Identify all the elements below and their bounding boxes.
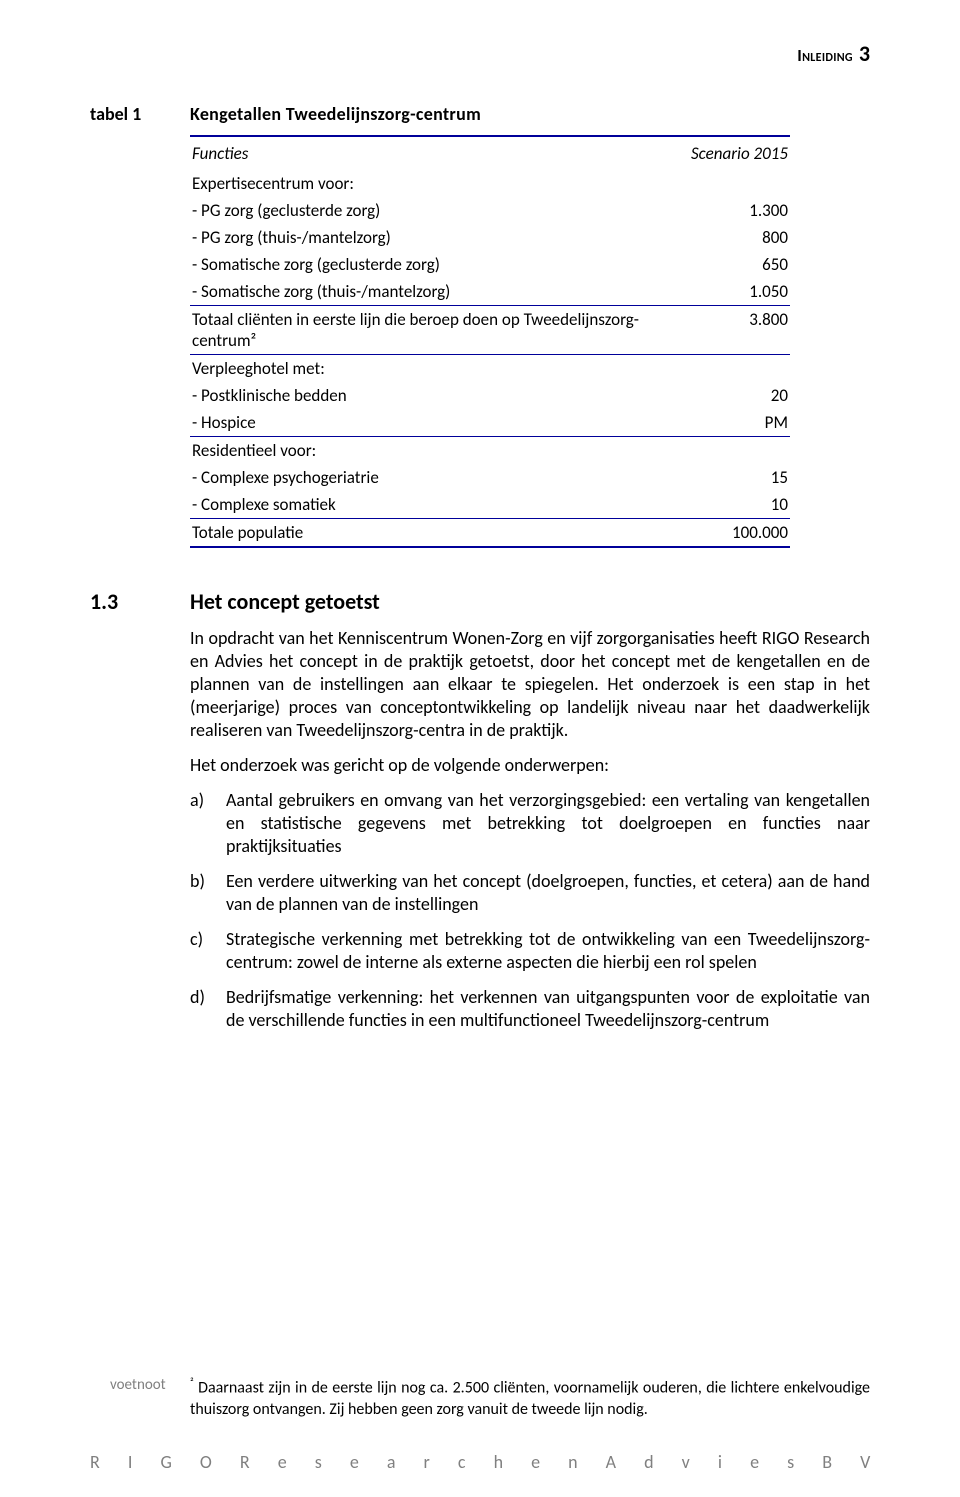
- table-cell-value: 3.800: [670, 309, 790, 330]
- table-row: - PG zorg (thuis-/mantelzorg)800: [190, 224, 790, 251]
- table-cell-label: - Complexe somatiek: [190, 494, 670, 515]
- col-header-scenario: Scenario 2015: [670, 143, 790, 164]
- footnote-text: ² Daarnaast zijn in de eerste lijn nog c…: [190, 1376, 870, 1421]
- table-cell-label: - Somatische zorg (geclusterde zorg): [190, 254, 670, 275]
- footnote-side-label: voetnoot: [110, 1376, 166, 1394]
- section-number: 1.3: [90, 588, 190, 615]
- table-row: - Complexe psychogeriatrie15: [190, 464, 790, 491]
- page-header: Inleiding 3: [90, 40, 870, 67]
- table-row: - Somatische zorg (geclusterde zorg)650: [190, 251, 790, 278]
- table-cell-label: Totaal cliënten in eerste lijn die beroe…: [190, 309, 670, 351]
- list-item: c)Strategische verkenning met betrekking…: [190, 928, 870, 974]
- table-row: - Postklinische bedden20: [190, 382, 790, 409]
- table-row: Residentieel voor:: [190, 436, 790, 464]
- page-number: 3: [859, 40, 870, 67]
- ordered-list: a)Aantal gebruikers en omvang van het ve…: [190, 789, 870, 1032]
- table-cell-label: - PG zorg (thuis-/mantelzorg): [190, 227, 670, 248]
- table-row: - Somatische zorg (thuis-/mantelzorg)1.0…: [190, 278, 790, 305]
- table-cell-label: - PG zorg (geclusterde zorg): [190, 200, 670, 221]
- list-text: Bedrijfsmatige verkenning: het verkennen…: [226, 986, 870, 1032]
- footnote-block: voetnoot ² Daarnaast zijn in de eerste l…: [90, 1376, 870, 1421]
- table-cell-value: 10: [670, 494, 790, 515]
- list-marker: b): [190, 870, 226, 916]
- table-cell-value: PM: [670, 412, 790, 433]
- table-header-row: Functies Scenario 2015: [190, 137, 790, 170]
- table-row: - Complexe somatiek10: [190, 491, 790, 518]
- section-title: Het concept getoetst: [190, 588, 380, 615]
- table-row: - PG zorg (geclusterde zorg)1.300: [190, 197, 790, 224]
- footer-org: R I G O R e s e a r c h e n A d v i e s …: [90, 1451, 870, 1473]
- col-header-functies: Functies: [190, 143, 670, 164]
- list-item: d)Bedrijfsmatige verkenning: het verkenn…: [190, 986, 870, 1032]
- table-cell-label: - Somatische zorg (thuis-/mantelzorg): [190, 281, 670, 302]
- table-cell-label: Expertisecentrum voor:: [190, 173, 670, 194]
- table-row: - HospicePM: [190, 409, 790, 436]
- list-marker: a): [190, 789, 226, 858]
- table-cell-label: Totale populatie: [190, 522, 670, 543]
- table-cell-label: - Complexe psychogeriatrie: [190, 467, 670, 488]
- list-text: Aantal gebruikers en omvang van het verz…: [226, 789, 870, 858]
- list-marker: d): [190, 986, 226, 1032]
- list-item: b)Een verdere uitwerking van het concept…: [190, 870, 870, 916]
- table-cell-value: 800: [670, 227, 790, 248]
- list-text: Een verdere uitwerking van het concept (…: [226, 870, 870, 916]
- table-cell-label: - Hospice: [190, 412, 670, 433]
- table-cell-label: Verpleeghotel met:: [190, 358, 670, 379]
- table-cell-label: Residentieel voor:: [190, 440, 670, 461]
- section-heading: 1.3 Het concept getoetst: [90, 588, 870, 615]
- list-text: Strategische verkenning met betrekking t…: [226, 928, 870, 974]
- table-cell-value: 20: [670, 385, 790, 406]
- table-cell-value: 1.050: [670, 281, 790, 302]
- table-caption: tabel 1 Kengetallen Tweedelijnszorg-cent…: [90, 103, 870, 125]
- table-row: Totaal cliënten in eerste lijn die beroe…: [190, 305, 790, 354]
- table-cell-value: 15: [670, 467, 790, 488]
- page: Inleiding 3 tabel 1 Kengetallen Tweedeli…: [0, 0, 960, 1497]
- paragraph: In opdracht van het Kenniscentrum Wonen-…: [190, 627, 870, 742]
- list-marker: c): [190, 928, 226, 974]
- page-footer: R I G O R e s e a r c h e n A d v i e s …: [90, 1451, 870, 1473]
- table-cell-value: 650: [670, 254, 790, 275]
- data-table: Functies Scenario 2015 Expertisecentrum …: [190, 135, 790, 548]
- table-row: Expertisecentrum voor:: [190, 170, 790, 197]
- table-cell-value: 100.000: [670, 522, 790, 543]
- list-item: a)Aantal gebruikers en omvang van het ve…: [190, 789, 870, 858]
- table-title: Kengetallen Tweedelijnszorg-centrum: [190, 103, 481, 125]
- table-cell-value: 1.300: [670, 200, 790, 221]
- chapter-title: Inleiding: [797, 45, 853, 66]
- footnote-content: Daarnaast zijn in de eerste lijn nog ca.…: [190, 1379, 870, 1420]
- paragraph: Het onderzoek was gericht op de volgende…: [190, 754, 870, 777]
- footnote-marker: ²: [190, 1376, 194, 1389]
- table-row: Totale populatie100.000: [190, 518, 790, 546]
- table-block: tabel 1 Kengetallen Tweedelijnszorg-cent…: [90, 103, 870, 548]
- table-cell-label: - Postklinische bedden: [190, 385, 670, 406]
- table-row: Verpleeghotel met:: [190, 354, 790, 382]
- section-body: In opdracht van het Kenniscentrum Wonen-…: [190, 627, 870, 777]
- table-label: tabel 1: [90, 103, 190, 125]
